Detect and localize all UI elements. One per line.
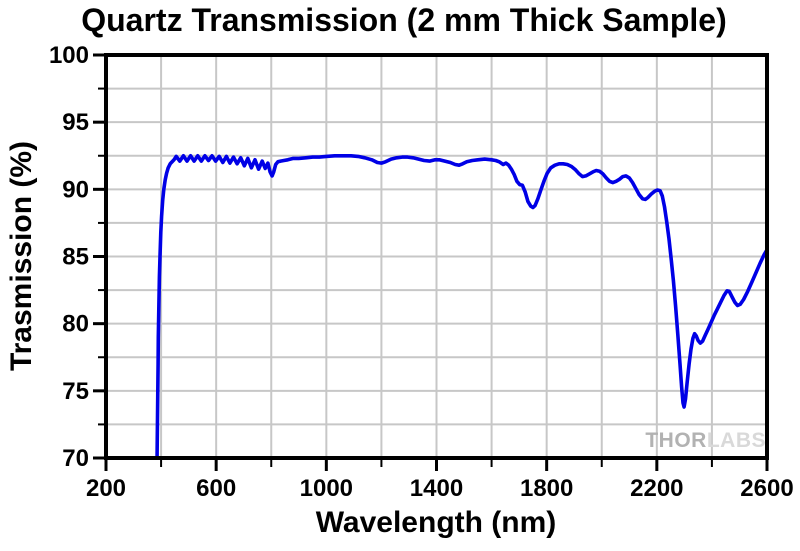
plot-frame <box>104 53 769 460</box>
thorlabs-watermark-labs: LABS <box>706 429 766 452</box>
thorlabs-watermark: THORLABS <box>645 429 766 453</box>
y-tick-label: 80 <box>62 311 89 338</box>
axis-ticks <box>93 53 769 471</box>
x-tick-label: 2600 <box>740 475 793 502</box>
axis-tick-labels: 200 600 1000 1400 1800 2200 2600 100 95 90 85 80 75 7… <box>49 42 794 502</box>
curve-quartz-2mm-transmission <box>155 154 767 458</box>
y-tick-label: 95 <box>62 109 89 136</box>
y-tick-label: 100 <box>49 42 89 69</box>
y-axis-title: Trasmission (%) <box>5 140 38 372</box>
y-tick-label: 90 <box>62 176 89 203</box>
transmission-curve <box>155 154 767 458</box>
y-tick-label: 85 <box>62 244 89 271</box>
x-tick-label: 2200 <box>630 475 683 502</box>
thorlabs-watermark-thor: THOR <box>645 429 707 452</box>
y-tick-label: 75 <box>62 378 89 405</box>
chart-title: Quartz Transmission (2 mm Thick Sample) <box>81 2 727 38</box>
x-tick-label: 1800 <box>520 475 573 502</box>
x-axis-title: Wavelength (nm) <box>315 506 557 539</box>
x-tick-label: 1400 <box>410 475 463 502</box>
x-tick-label: 1000 <box>300 475 353 502</box>
x-tick-label: 600 <box>196 475 236 502</box>
x-tick-label: 200 <box>86 475 126 502</box>
y-tick-label: 70 <box>62 445 89 472</box>
grid-lines <box>106 55 767 458</box>
